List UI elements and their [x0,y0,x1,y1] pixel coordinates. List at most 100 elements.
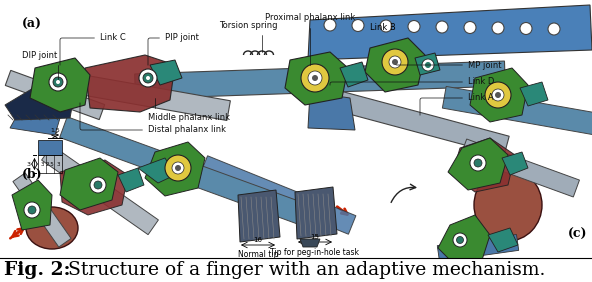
Polygon shape [300,239,320,247]
Circle shape [389,56,401,68]
Ellipse shape [26,207,78,249]
Circle shape [175,165,181,171]
Bar [38,155,62,173]
Text: Tip for peg-in-hole task: Tip for peg-in-hole task [271,248,359,257]
Text: Normal tip: Normal tip [238,250,278,259]
Polygon shape [30,58,90,112]
Circle shape [146,76,150,80]
Circle shape [456,237,464,243]
Bar [0,258,592,282]
Circle shape [28,206,36,214]
Text: Proximal phalanx link: Proximal phalanx link [265,14,355,65]
Text: 1.5: 1.5 [50,128,60,133]
Text: DIP joint: DIP joint [22,50,58,79]
Circle shape [492,22,504,34]
Polygon shape [365,38,425,92]
Ellipse shape [474,169,542,241]
Text: 2.5: 2.5 [46,162,54,166]
Circle shape [422,59,434,71]
Polygon shape [461,139,580,197]
Circle shape [324,19,336,31]
Circle shape [495,92,501,98]
Text: 3: 3 [27,162,31,166]
Polygon shape [285,52,348,105]
Circle shape [470,155,486,171]
Polygon shape [60,117,330,233]
Circle shape [49,73,67,91]
Polygon shape [200,156,356,234]
Circle shape [90,177,106,193]
Text: Link B: Link B [370,23,395,32]
Polygon shape [238,190,280,242]
Circle shape [94,181,102,189]
Polygon shape [308,92,355,130]
Circle shape [312,75,318,81]
Circle shape [464,21,476,34]
Polygon shape [452,138,515,192]
Text: Torsion spring: Torsion spring [219,21,277,52]
Circle shape [165,155,191,181]
Circle shape [492,89,504,101]
Polygon shape [311,84,509,156]
Circle shape [436,21,448,33]
Circle shape [548,23,560,35]
Polygon shape [5,75,75,120]
Polygon shape [437,235,519,261]
Circle shape [56,80,60,84]
Text: 3: 3 [56,162,60,166]
Polygon shape [134,61,506,99]
Text: Link A: Link A [420,94,494,115]
Polygon shape [118,168,144,192]
Polygon shape [41,145,159,235]
Text: (b): (b) [22,168,43,181]
Polygon shape [150,60,182,85]
Circle shape [485,82,511,108]
Circle shape [474,159,482,167]
Polygon shape [60,160,128,215]
Circle shape [352,19,364,32]
Circle shape [24,202,40,218]
Circle shape [408,21,420,32]
Text: 3: 3 [40,162,44,166]
Text: 16: 16 [253,237,262,243]
Text: (a): (a) [22,18,42,31]
Polygon shape [138,158,175,183]
Circle shape [53,77,63,87]
Circle shape [382,49,408,75]
Polygon shape [488,228,518,252]
Text: PIP joint: PIP joint [148,34,199,65]
Polygon shape [340,62,368,87]
Polygon shape [60,158,118,210]
Text: Middle phalanx link: Middle phalanx link [148,98,230,122]
Text: (c): (c) [568,228,587,241]
Text: 15: 15 [311,234,320,240]
Polygon shape [442,86,592,138]
Polygon shape [415,53,440,75]
Polygon shape [502,152,528,175]
Circle shape [308,71,322,85]
Circle shape [143,73,153,83]
Circle shape [425,62,431,68]
Polygon shape [308,5,592,60]
Text: Fig. 2:: Fig. 2: [4,261,70,279]
Text: MP joint: MP joint [395,61,501,69]
Polygon shape [13,173,71,247]
Polygon shape [5,70,105,120]
Text: Distal phalanx link: Distal phalanx link [80,103,226,135]
Polygon shape [50,70,230,120]
Text: Structure of a finger with an adaptive mechanism.: Structure of a finger with an adaptive m… [62,261,545,279]
Circle shape [380,20,392,32]
Polygon shape [295,187,337,239]
Polygon shape [470,68,528,122]
Polygon shape [438,215,490,265]
Circle shape [520,23,532,34]
Polygon shape [448,138,508,190]
Circle shape [453,233,467,247]
Polygon shape [10,110,60,135]
Polygon shape [12,180,52,230]
Text: Link D: Link D [330,78,494,87]
Circle shape [139,69,157,87]
Text: Link C: Link C [60,34,126,65]
Circle shape [301,64,329,92]
Polygon shape [38,140,62,155]
